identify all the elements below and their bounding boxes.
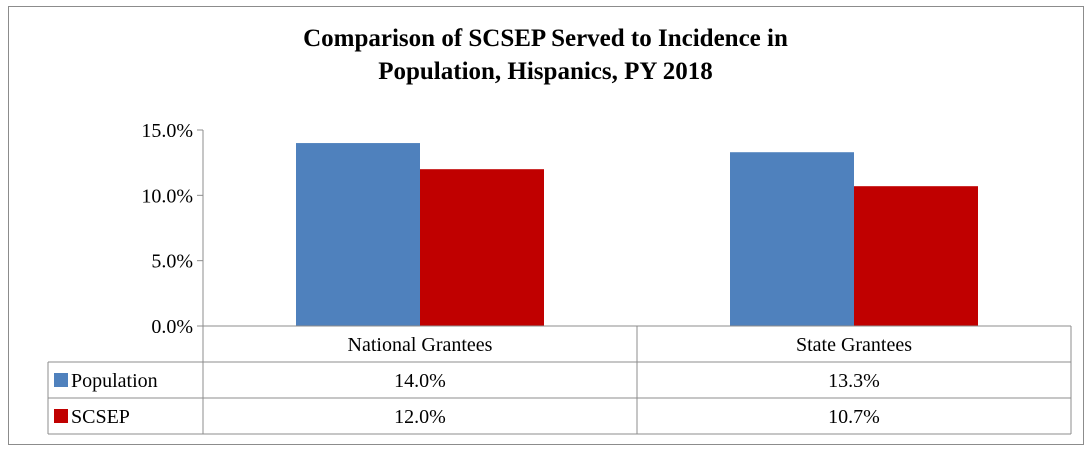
bars <box>296 143 978 326</box>
category-label: National Grantees <box>348 334 493 356</box>
legend-label-scsep: SCSEP <box>71 406 130 428</box>
legend-key-population <box>54 373 68 387</box>
y-tick-label: 5.0% <box>151 251 193 273</box>
y-tick-label: 0.0% <box>151 316 193 338</box>
data-label-population-1: 14.0% <box>394 370 446 392</box>
bar-scsep-1 <box>420 169 544 326</box>
y-axis: 0.0% 5.0% 10.0% 15.0% <box>141 120 204 338</box>
data-table: National Grantees State Grantees Populatio… <box>47 325 1072 435</box>
bar-scsep-2 <box>854 186 978 326</box>
chart-title-line-2: Population, Hispanics, PY 2018 <box>378 58 713 85</box>
legend-label-population: Population <box>71 370 158 392</box>
bar-population-1 <box>296 143 420 326</box>
chart-title: Comparison of SCSEP Served to Incidence … <box>0 22 1091 88</box>
bar-population-2 <box>730 152 854 326</box>
legend-key-scsep <box>54 409 68 423</box>
data-label-scsep-1: 12.0% <box>394 406 446 428</box>
data-label-scsep-2: 10.7% <box>828 406 880 428</box>
data-label-population-2: 13.3% <box>828 370 880 392</box>
category-label: State Grantees <box>796 334 912 356</box>
y-tick-label: 15.0% <box>141 120 193 142</box>
chart-title-line-1: Comparison of SCSEP Served to Incidence … <box>303 25 788 52</box>
y-tick-label: 10.0% <box>141 185 193 207</box>
